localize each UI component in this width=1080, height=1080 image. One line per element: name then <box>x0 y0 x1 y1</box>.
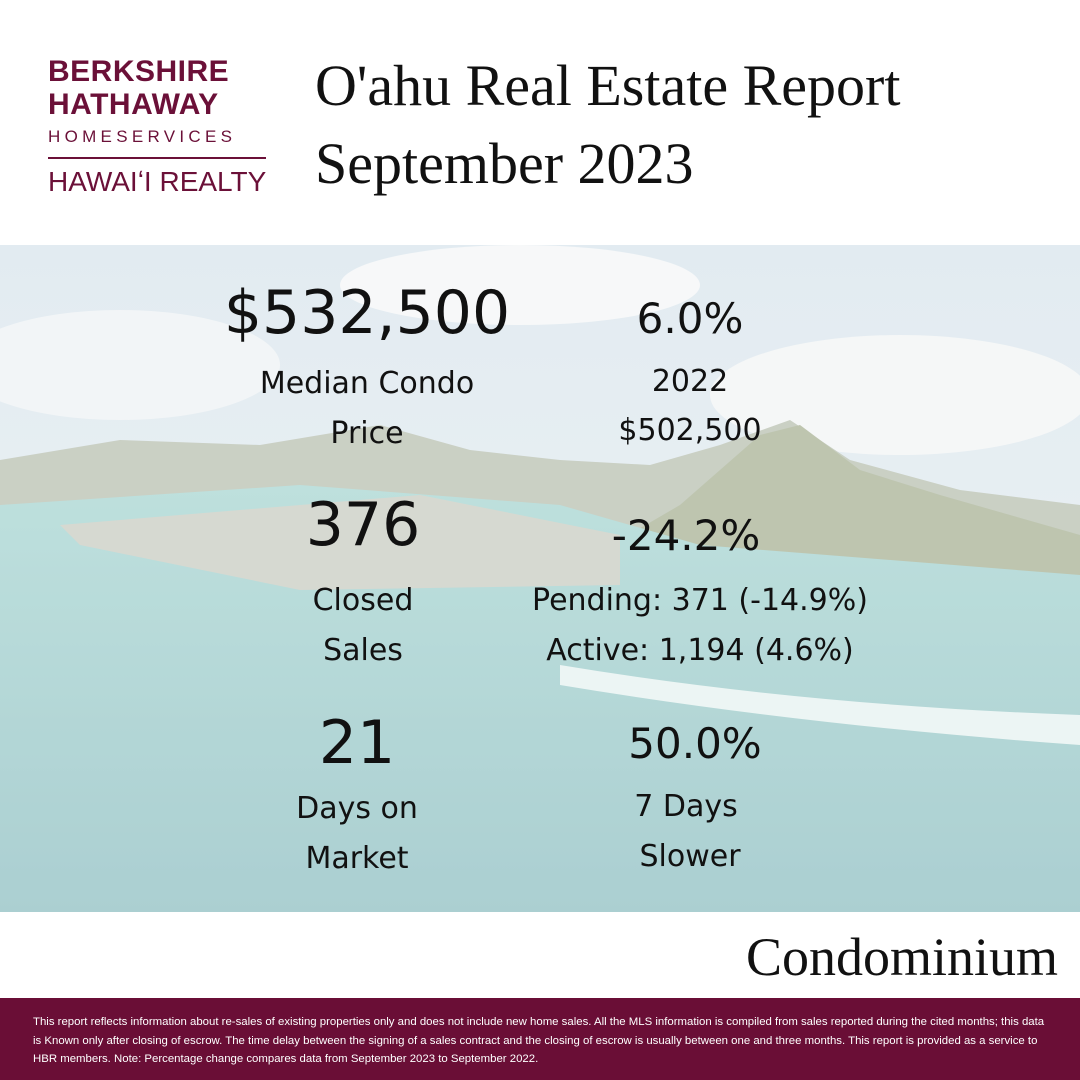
background-photo <box>0 245 1080 912</box>
stat-value: 376 <box>305 490 421 560</box>
stat-label: Market <box>305 841 409 876</box>
stat-change: 6.0% <box>636 294 744 343</box>
title: O'ahu Real Estate Report <box>315 53 901 118</box>
logo-line: BERKSHIRE <box>48 55 230 88</box>
stat-label: Median Condo <box>259 366 475 401</box>
disclaimer: This report reflects information about r… <box>33 1016 1045 1065</box>
stat-label: Sales <box>323 633 403 668</box>
stat-value: $532,500 <box>223 278 511 348</box>
logo-line: HATHAWAY <box>48 88 219 121</box>
logo-line: HAWAIʻI REALTY <box>48 166 267 197</box>
stat-detail: Active: 1,194 (4.6%) <box>546 633 854 668</box>
stat-detail: 2022 <box>651 364 729 399</box>
stat-change: 50.0% <box>628 719 762 768</box>
stat-detail: Slower <box>639 839 741 874</box>
stat-label: Price <box>330 416 404 451</box>
category: Condominium <box>745 927 1058 987</box>
stat-label: Closed <box>312 583 414 618</box>
logo-line: HOMESERVICES <box>48 127 237 146</box>
stat-detail: $502,500 <box>618 413 762 448</box>
stat-change: -24.2% <box>611 511 761 560</box>
stat-value: 21 <box>318 708 396 778</box>
logo-rule <box>48 157 266 159</box>
stat-label: Days on <box>296 791 418 826</box>
stat-detail: Pending: 371 (-14.9%) <box>532 583 868 618</box>
footer: This report reflects information about r… <box>0 998 1080 1080</box>
title: September 2023 <box>315 131 694 196</box>
stat-detail: 7 Days <box>634 789 738 824</box>
